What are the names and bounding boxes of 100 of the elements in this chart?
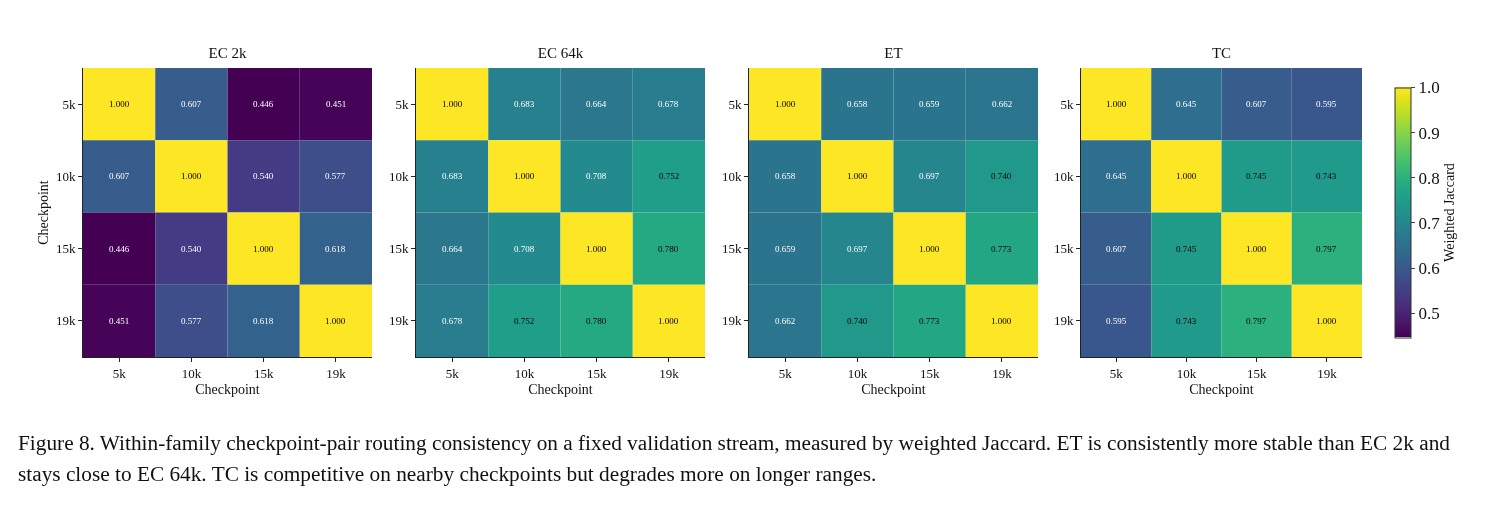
x-tick-label: 5k — [1109, 365, 1124, 381]
y-tick-label: 10k — [1053, 168, 1074, 184]
data-label: 0.451 — [109, 316, 130, 326]
data-label: 0.662 — [992, 99, 1013, 109]
data-label: 1.000 — [109, 99, 130, 109]
y-tick-label: 19k — [388, 313, 409, 329]
data-label: 0.658 — [847, 99, 868, 109]
y-tick-label: 10k — [55, 168, 76, 184]
data-label: 0.752 — [659, 171, 680, 181]
data-label: 1.000 — [1176, 171, 1197, 181]
color-bar-label: 1.0 — [1418, 78, 1440, 98]
data-label: 0.607 — [1106, 244, 1127, 254]
y-tick-label: 10k — [721, 168, 742, 184]
chart-title: TC — [1211, 45, 1232, 62]
y-tick-label: 5k — [395, 96, 409, 112]
color-bar-title: Weighted Jaccard — [1442, 163, 1458, 262]
data-label: 0.540 — [253, 171, 274, 181]
y-tick-label: 5k — [1060, 96, 1074, 112]
data-label: 0.658 — [775, 171, 796, 181]
data-label: 0.446 — [109, 244, 130, 254]
data-label: 0.780 — [658, 244, 679, 254]
data-label: 1.000 — [586, 244, 607, 254]
data-label: 0.659 — [919, 99, 940, 109]
x-tick-label: 15k — [586, 365, 607, 381]
data-label: 0.577 — [181, 316, 202, 326]
chart-title: EC 64k — [537, 45, 584, 62]
data-label: 0.607 — [1246, 99, 1267, 109]
chart-title: ET — [884, 45, 903, 62]
x-tick-label: 10k — [847, 365, 868, 381]
data-label: 0.743 — [1316, 171, 1337, 181]
data-label: 0.745 — [1176, 244, 1197, 254]
x-tick-label: 10k — [1176, 365, 1197, 381]
x-tick-label: 5k — [445, 365, 460, 381]
data-label: 1.000 — [442, 99, 463, 109]
data-label: 0.451 — [326, 99, 347, 109]
data-label: 0.740 — [847, 316, 868, 326]
data-label: 0.797 — [1246, 316, 1267, 326]
x-axis-title: Checkpoint — [861, 381, 926, 397]
data-label: 1.000 — [514, 171, 535, 181]
y-tick-label: 19k — [55, 313, 76, 329]
y-tick-label: 19k — [1053, 313, 1074, 329]
caption: Figure 8. Within-family checkpoint-pair routing consistency on a fixed validation stream, measured by weighted Jaccard. ET is consistently more stable than EC 2k and stays close to EC 64k. TC is competitive on nearby checkpoints but degrades more on longer ranges. — [18, 430, 1451, 488]
data-label: 1.000 — [1316, 316, 1337, 326]
y-axis-title: Checkpoint — [35, 180, 51, 245]
data-label: 1.000 — [1106, 99, 1127, 109]
y-tick-label: 5k — [728, 96, 742, 112]
data-label: 0.697 — [847, 244, 868, 254]
y-tick-label: 19k — [721, 313, 742, 329]
color-bar-label: 0.8 — [1418, 168, 1440, 188]
data-label: 0.664 — [586, 99, 607, 109]
x-tick-label: 5k — [778, 365, 793, 381]
data-label: 0.773 — [991, 244, 1012, 254]
data-label: 0.743 — [1176, 316, 1197, 326]
x-tick-label: 19k — [1317, 365, 1338, 381]
y-tick-label: 15k — [721, 241, 742, 257]
x-tick-label: 19k — [326, 365, 347, 381]
color-bar-label: 0.7 — [1418, 213, 1441, 233]
data-label: 0.740 — [991, 171, 1012, 181]
x-tick-label: 10k — [181, 365, 202, 381]
y-tick-label: 15k — [55, 241, 76, 257]
y-tick-label: 5k — [62, 96, 76, 112]
color-bar-label: 0.9 — [1418, 123, 1440, 143]
data-label: 0.683 — [514, 99, 535, 109]
data-label: 0.577 — [325, 171, 346, 181]
x-tick-label: 15k — [1246, 365, 1267, 381]
data-label: 0.645 — [1106, 171, 1127, 181]
data-label: 0.708 — [514, 244, 535, 254]
data-label: 0.678 — [658, 99, 679, 109]
data-label: 0.678 — [442, 316, 463, 326]
data-label: 0.708 — [586, 171, 607, 181]
data-label: 1.000 — [847, 171, 868, 181]
data-label: 0.595 — [1106, 316, 1127, 326]
data-label: 0.540 — [181, 244, 202, 254]
chart-title: EC 2k — [208, 45, 247, 62]
data-label: 0.697 — [919, 171, 940, 181]
data-label: 0.683 — [442, 171, 463, 181]
x-axis-title: Checkpoint — [1189, 381, 1254, 397]
color-bar-label: 0.6 — [1418, 258, 1440, 278]
y-tick-label: 15k — [388, 241, 409, 257]
data-label: 0.745 — [1246, 171, 1267, 181]
x-axis-title: Checkpoint — [195, 381, 260, 397]
data-label: 1.000 — [181, 171, 202, 181]
color-bar-label: 0.5 — [1418, 304, 1440, 324]
data-label: 0.618 — [253, 316, 274, 326]
x-tick-label: 10k — [514, 365, 535, 381]
data-label: 0.659 — [775, 244, 796, 254]
data-label: 0.595 — [1316, 99, 1337, 109]
data-label: 0.618 — [325, 244, 346, 254]
data-label: 0.645 — [1176, 99, 1197, 109]
data-label: 0.662 — [775, 316, 796, 326]
data-label: 1.000 — [658, 316, 679, 326]
data-label: 0.664 — [442, 244, 463, 254]
data-label: 0.773 — [919, 316, 940, 326]
x-tick-label: 19k — [992, 365, 1013, 381]
data-label: 1.000 — [253, 244, 274, 254]
data-label: 1.000 — [991, 316, 1012, 326]
x-tick-label: 15k — [253, 365, 274, 381]
data-label: 0.607 — [181, 99, 202, 109]
x-axis-title: Checkpoint — [528, 381, 593, 397]
data-label: 0.446 — [253, 99, 274, 109]
